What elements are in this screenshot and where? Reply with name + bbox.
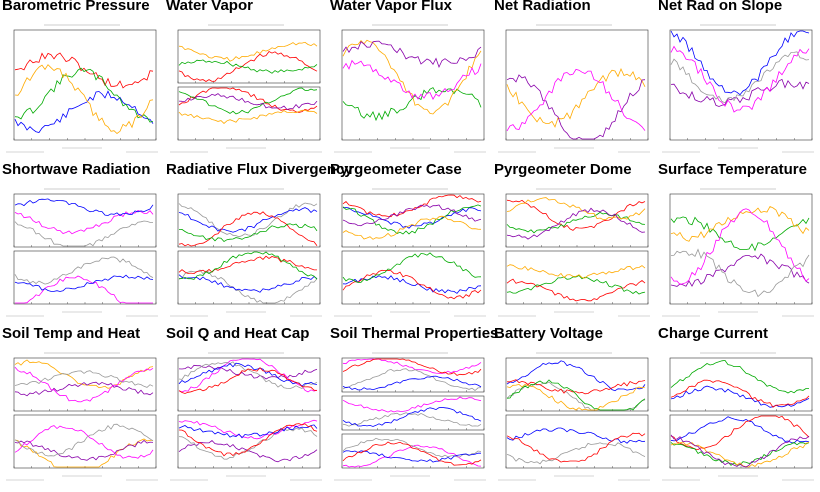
plot-panel <box>669 193 813 305</box>
plot-thumbnail <box>496 344 652 490</box>
plot-thumbnail <box>168 16 324 162</box>
plot-tile-title: Shortwave Radiation <box>2 161 151 178</box>
plot-thumbnail <box>4 16 160 162</box>
plot-tile[interactable]: Pyrgeometer Case <box>328 161 492 328</box>
plot-panel <box>505 250 649 305</box>
plot-thumbnail <box>660 180 816 326</box>
plot-thumbnail <box>332 16 488 162</box>
plot-panel <box>669 29 813 141</box>
plot-panel <box>177 86 321 141</box>
plot-tile[interactable]: Surface Temperature <box>656 161 820 328</box>
plot-panel <box>505 357 649 412</box>
plot-tile[interactable]: Radiative Flux Divergency <box>164 161 353 328</box>
plot-tile[interactable]: Water Vapor <box>164 0 328 164</box>
plot-panel <box>341 357 485 393</box>
plot-thumbnail <box>660 16 816 162</box>
plot-tile[interactable]: Soil Thermal Properties <box>328 325 498 492</box>
plot-tile-title: Barometric Pressure <box>2 0 150 14</box>
plot-tile-title: Water Vapor Flux <box>330 0 452 14</box>
plot-tile-title: Soil Temp and Heat <box>2 325 141 342</box>
plot-thumbnail <box>4 180 160 326</box>
plot-panel <box>669 357 813 412</box>
plot-panel <box>13 414 157 469</box>
plot-panel <box>13 29 157 141</box>
plot-tile-title: Pyrgeometer Dome <box>494 161 632 178</box>
plot-panel <box>341 395 485 431</box>
plot-panel <box>669 414 813 469</box>
plot-panel <box>13 357 157 412</box>
plot-tile[interactable]: Net Rad on Slope <box>656 0 820 164</box>
plot-panel <box>177 193 321 248</box>
plot-thumbnail <box>332 344 488 490</box>
plot-tile[interactable]: Battery Voltage <box>492 325 656 492</box>
plot-tile-title: Pyrgeometer Case <box>330 161 462 178</box>
plot-panel <box>13 193 157 248</box>
plot-tile-title: Soil Q and Heat Cap <box>166 325 310 342</box>
plot-thumbnail <box>660 344 816 490</box>
plot-tile-title: Radiative Flux Divergency <box>166 161 353 178</box>
plot-thumbnail <box>496 180 652 326</box>
plot-tile[interactable]: Shortwave Radiation <box>0 161 164 328</box>
plot-thumbnail <box>4 344 160 490</box>
plot-panel <box>177 414 321 469</box>
plot-panel <box>13 250 157 305</box>
plot-tile[interactable]: Pyrgeometer Dome <box>492 161 656 328</box>
plot-thumbnail <box>496 16 652 162</box>
plot-panel <box>341 29 485 141</box>
plot-tile-title: Battery Voltage <box>494 325 603 342</box>
plot-panel <box>177 250 321 305</box>
plot-tile-title: Surface Temperature <box>658 161 807 178</box>
plot-tile-title: Soil Thermal Properties <box>330 325 499 342</box>
plot-panel <box>177 29 321 84</box>
plot-thumbnail <box>168 180 324 326</box>
plot-panel <box>505 414 649 469</box>
plot-tile-title: Net Rad on Slope <box>658 0 783 14</box>
plot-panel <box>177 357 321 412</box>
plot-panel <box>341 193 485 248</box>
plot-tile[interactable]: Water Vapor Flux <box>328 0 492 164</box>
plot-thumbnail <box>168 344 324 490</box>
plot-tile[interactable]: Barometric Pressure <box>0 0 164 164</box>
plot-panel <box>505 29 649 141</box>
plot-tile[interactable]: Net Radiation <box>492 0 656 164</box>
plot-thumbnail <box>332 180 488 326</box>
plot-tile-title: Water Vapor <box>166 0 253 14</box>
plot-panel <box>341 433 485 469</box>
plot-tile[interactable]: Soil Temp and Heat <box>0 325 164 492</box>
plot-panel <box>341 250 485 305</box>
plot-tile-title: Net Radiation <box>494 0 591 14</box>
plot-panel <box>505 193 649 248</box>
plot-tile[interactable]: Charge Current <box>656 325 820 492</box>
plot-tile[interactable]: Soil Q and Heat Cap <box>164 325 328 492</box>
plot-tile-title: Charge Current <box>658 325 769 342</box>
